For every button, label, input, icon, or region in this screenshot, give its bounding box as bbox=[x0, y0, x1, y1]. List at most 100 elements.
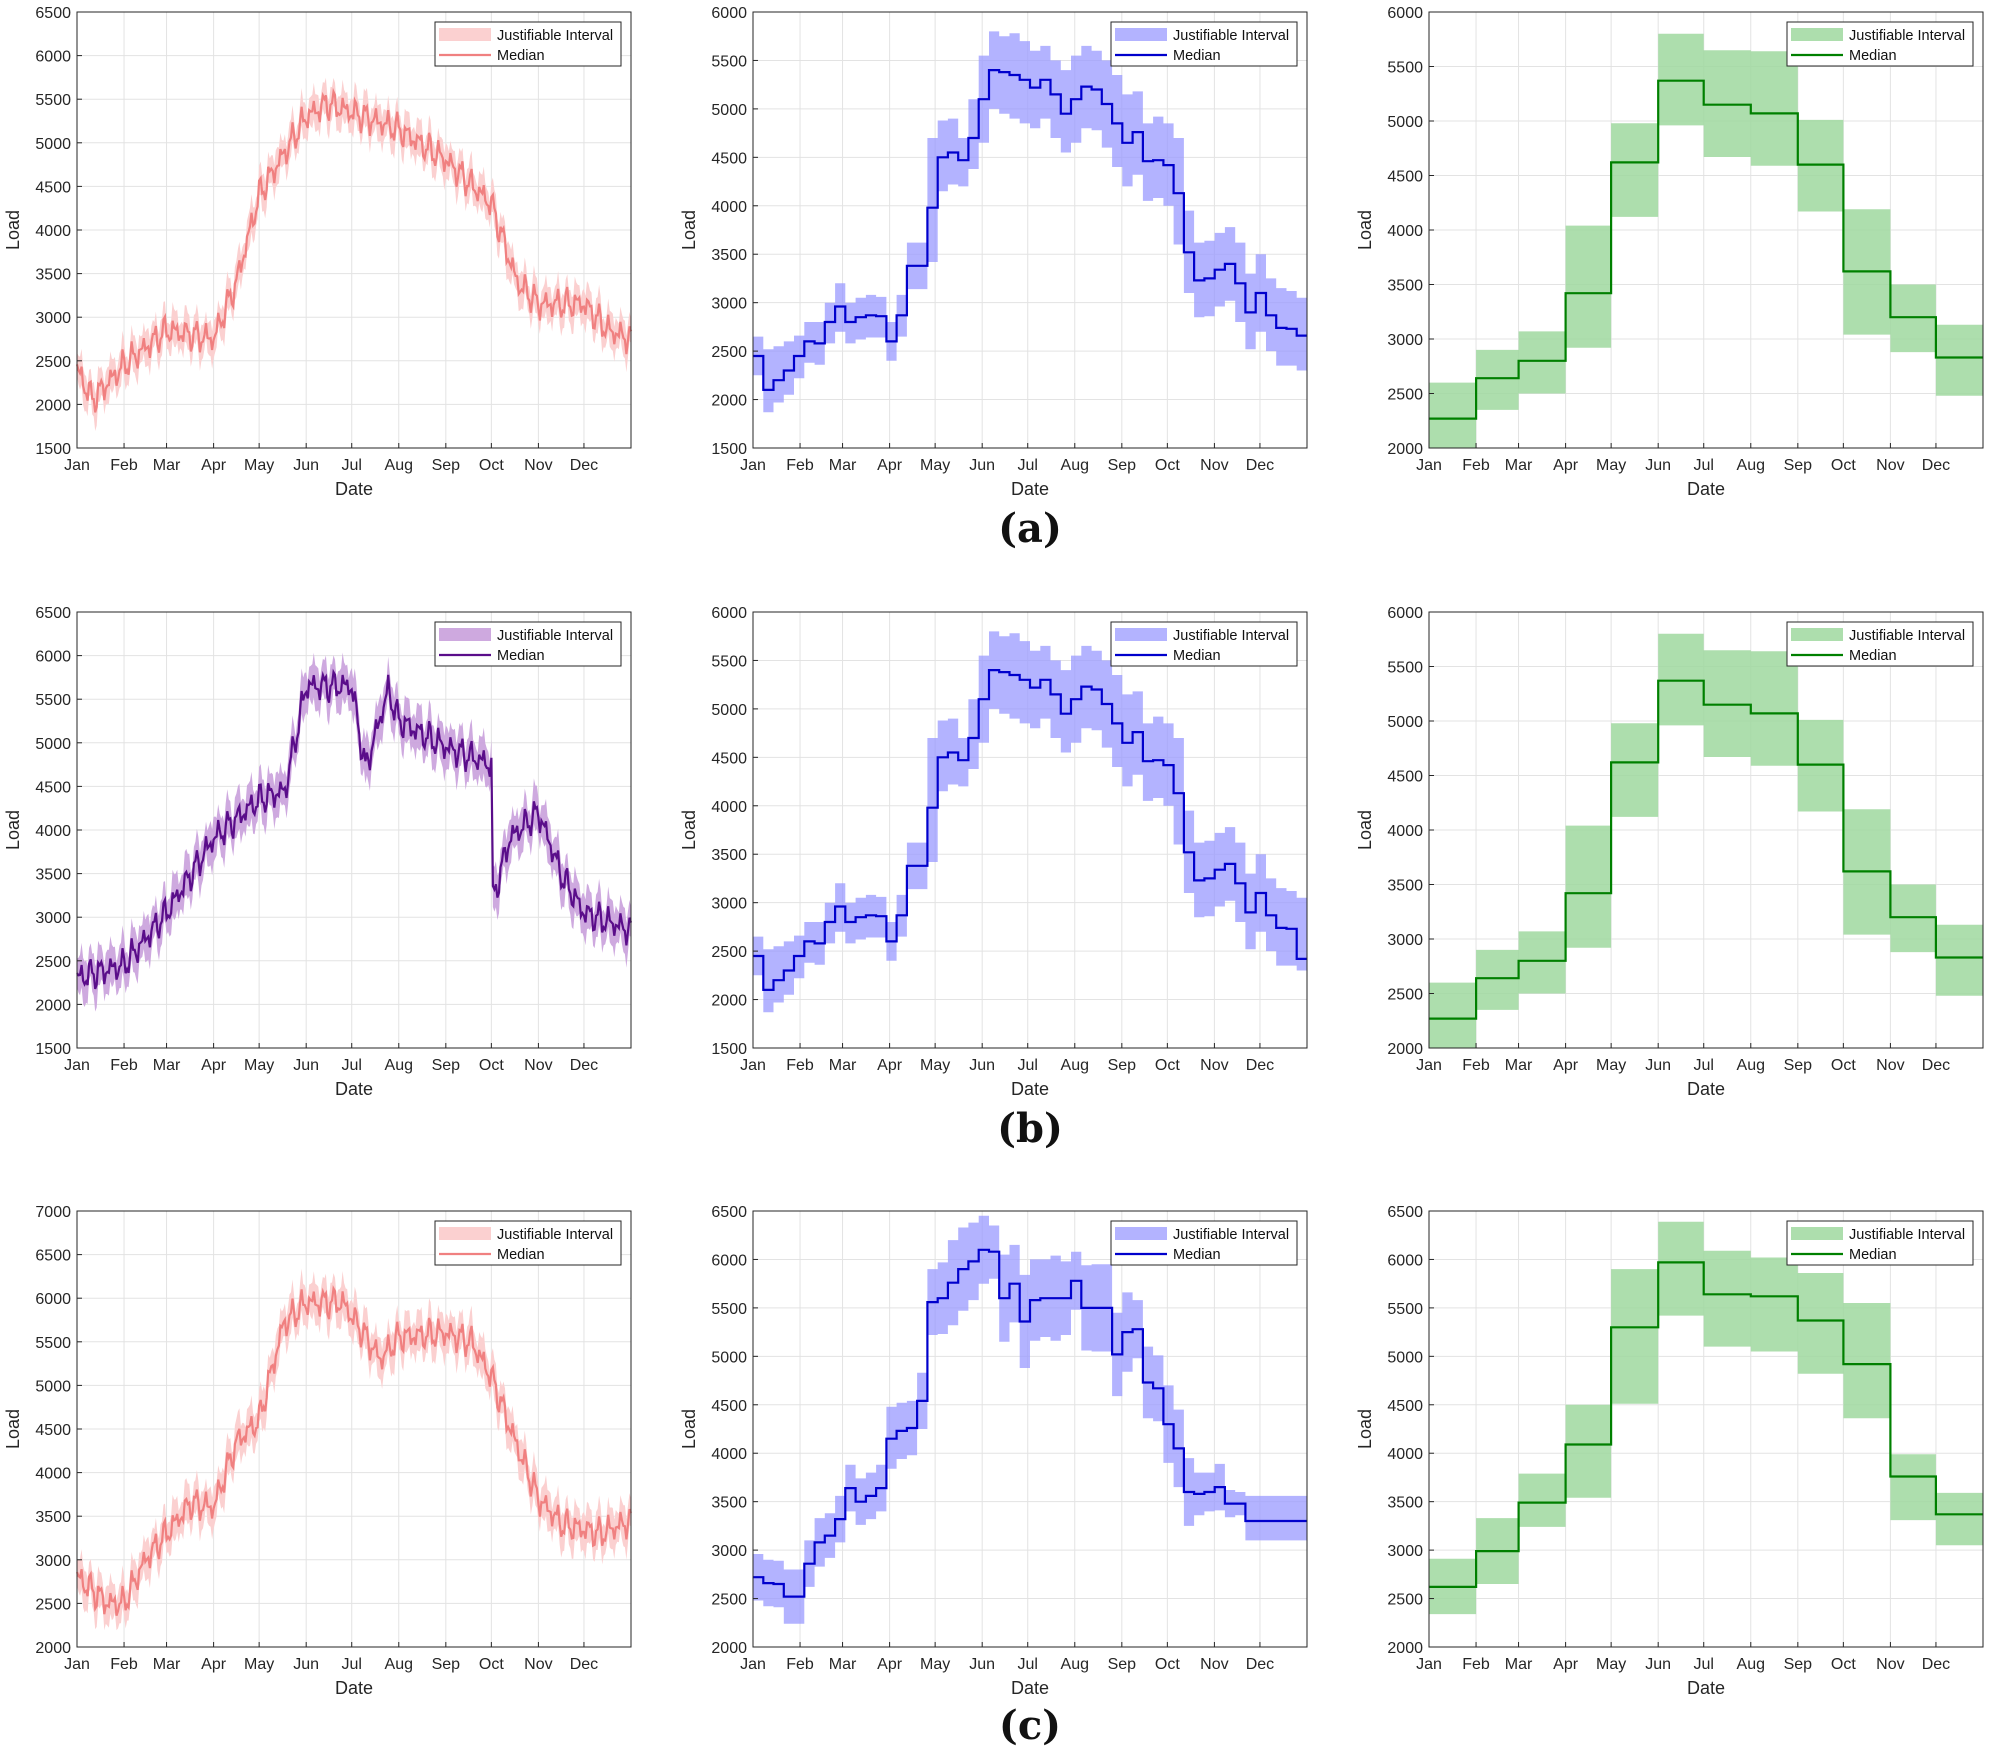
y-tick-label: 5000 bbox=[1387, 714, 1423, 731]
y-tick-label: 5500 bbox=[1387, 660, 1423, 677]
median-line bbox=[753, 669, 1307, 991]
x-tick-label: Oct bbox=[479, 1656, 504, 1673]
legend-band-label: Justifiable Interval bbox=[497, 28, 613, 44]
x-axis-label: Date bbox=[1687, 1678, 1725, 1698]
y-tick-label: 6000 bbox=[35, 49, 71, 66]
y-tick-label: 6000 bbox=[711, 1252, 747, 1269]
x-tick-label: Mar bbox=[829, 1656, 857, 1673]
x-tick-label: May bbox=[1596, 1656, 1626, 1673]
x-tick-label: Oct bbox=[1155, 457, 1180, 474]
x-tick-label: Jan bbox=[64, 1057, 90, 1074]
y-tick-label: 6500 bbox=[35, 605, 71, 622]
x-axis-label: Date bbox=[1011, 479, 1049, 499]
y-tick-label: 2500 bbox=[35, 1596, 71, 1613]
x-tick-label: Apr bbox=[201, 457, 227, 474]
legend: Justifiable Interval Median bbox=[434, 21, 622, 67]
y-tick-label: 1500 bbox=[711, 1041, 747, 1058]
x-axis-label: Date bbox=[1011, 1079, 1049, 1099]
y-tick-label: 3500 bbox=[711, 247, 747, 264]
x-tick-label: Oct bbox=[479, 457, 504, 474]
y-tick-label: 3500 bbox=[1387, 278, 1423, 295]
legend: Justifiable Interval Median bbox=[434, 1220, 622, 1266]
y-tick-label: 6000 bbox=[1387, 605, 1423, 622]
y-tick-label: 5500 bbox=[1387, 1301, 1423, 1318]
y-tick-label: 3000 bbox=[1387, 1543, 1423, 1560]
caption-c: (c) bbox=[998, 1702, 1062, 1749]
y-tick-label: 2500 bbox=[711, 344, 747, 361]
y-tick-label: 2000 bbox=[711, 1640, 747, 1657]
y-tick-label: 3000 bbox=[711, 296, 747, 313]
y-tick-label: 6500 bbox=[35, 1248, 71, 1265]
legend: Justifiable Interval Median bbox=[1110, 21, 1298, 67]
y-tick-label: 6500 bbox=[35, 5, 71, 22]
x-tick-label: Apr bbox=[877, 457, 903, 474]
x-tick-label: Mar bbox=[1505, 457, 1533, 474]
x-tick-label: Dec bbox=[570, 1656, 598, 1673]
y-tick-label: 2500 bbox=[711, 944, 747, 961]
y-tick-label: 3500 bbox=[35, 1509, 71, 1526]
y-tick-label: 4500 bbox=[1387, 769, 1423, 786]
legend-band-label: Justifiable Interval bbox=[497, 1227, 613, 1243]
x-tick-label: Aug bbox=[1061, 1656, 1089, 1673]
y-tick-label: 2500 bbox=[1387, 387, 1423, 404]
x-axis-label: Date bbox=[1687, 479, 1725, 499]
x-tick-label: May bbox=[920, 1057, 950, 1074]
legend-band-label: Justifiable Interval bbox=[1173, 1227, 1289, 1243]
y-tick-label: 5500 bbox=[35, 692, 71, 709]
x-tick-label: Aug bbox=[385, 1057, 413, 1074]
x-tick-label: Jul bbox=[1017, 1057, 1037, 1074]
x-tick-label: Jul bbox=[341, 1057, 361, 1074]
x-tick-label: Nov bbox=[1876, 1656, 1904, 1673]
caption-a: (a) bbox=[998, 505, 1062, 552]
y-tick-label: 2000 bbox=[711, 393, 747, 410]
y-tick-label: 4000 bbox=[35, 823, 71, 840]
legend: Justifiable Interval Median bbox=[1786, 1220, 1974, 1266]
y-tick-label: 3000 bbox=[35, 1553, 71, 1570]
chart-panel-9: 2000 2500 3000 3500 4000 4500 5000 5500 6000 6500… bbox=[1355, 1204, 1984, 1698]
x-tick-label: Apr bbox=[201, 1656, 227, 1673]
y-tick-label: 4500 bbox=[1387, 169, 1423, 186]
x-tick-label: Feb bbox=[110, 1656, 138, 1673]
x-tick-label: Dec bbox=[1246, 457, 1274, 474]
y-tick-label: 4000 bbox=[711, 1446, 747, 1463]
y-tick-label: 4000 bbox=[1387, 823, 1423, 840]
y-tick-label: 6000 bbox=[1387, 5, 1423, 22]
legend-line-label: Median bbox=[497, 48, 545, 64]
x-tick-label: May bbox=[244, 1057, 274, 1074]
x-tick-label: Aug bbox=[1737, 1057, 1765, 1074]
y-tick-label: 5000 bbox=[35, 1378, 71, 1395]
chart-panel-2: 1500 2000 2500 3000 3500 4000 4500 5000 5500 6000… bbox=[679, 5, 1308, 499]
y-tick-label: 2500 bbox=[1387, 987, 1423, 1004]
median-line bbox=[75, 1285, 633, 1617]
x-tick-label: Sep bbox=[432, 1656, 461, 1673]
x-tick-label: Jun bbox=[293, 1656, 319, 1673]
x-tick-label: Sep bbox=[1108, 1656, 1137, 1673]
y-tick-label: 4500 bbox=[35, 1422, 71, 1439]
legend-band-swatch bbox=[1791, 628, 1843, 641]
legend-line-label: Median bbox=[1173, 648, 1221, 664]
x-tick-label: Sep bbox=[432, 457, 461, 474]
x-tick-label: Jun bbox=[293, 457, 319, 474]
x-tick-label: Feb bbox=[786, 457, 814, 474]
legend-line-label: Median bbox=[1173, 1247, 1221, 1263]
y-tick-label: 5500 bbox=[1387, 60, 1423, 77]
x-tick-label: Jul bbox=[341, 1656, 361, 1673]
y-tick-label: 4000 bbox=[1387, 1446, 1423, 1463]
x-tick-label: Feb bbox=[110, 457, 138, 474]
legend-line-label: Median bbox=[1849, 1247, 1897, 1263]
y-tick-label: 6000 bbox=[35, 649, 71, 666]
y-tick-label: 7000 bbox=[35, 1204, 71, 1221]
y-axis-label: Load bbox=[1355, 1409, 1375, 1449]
y-tick-label: 3000 bbox=[1387, 332, 1423, 349]
y-tick-label: 5500 bbox=[711, 1301, 747, 1318]
y-tick-label: 2500 bbox=[35, 354, 71, 371]
y-axis-label: Load bbox=[3, 1409, 23, 1449]
justifiable-interval-band bbox=[753, 1215, 1307, 1624]
y-tick-label: 2000 bbox=[35, 1640, 71, 1657]
y-tick-label: 4000 bbox=[711, 799, 747, 816]
y-tick-label: 5000 bbox=[711, 1349, 747, 1366]
x-tick-label: Jun bbox=[969, 457, 995, 474]
x-tick-label: Jun bbox=[1645, 1656, 1671, 1673]
y-tick-label: 1500 bbox=[35, 441, 71, 458]
